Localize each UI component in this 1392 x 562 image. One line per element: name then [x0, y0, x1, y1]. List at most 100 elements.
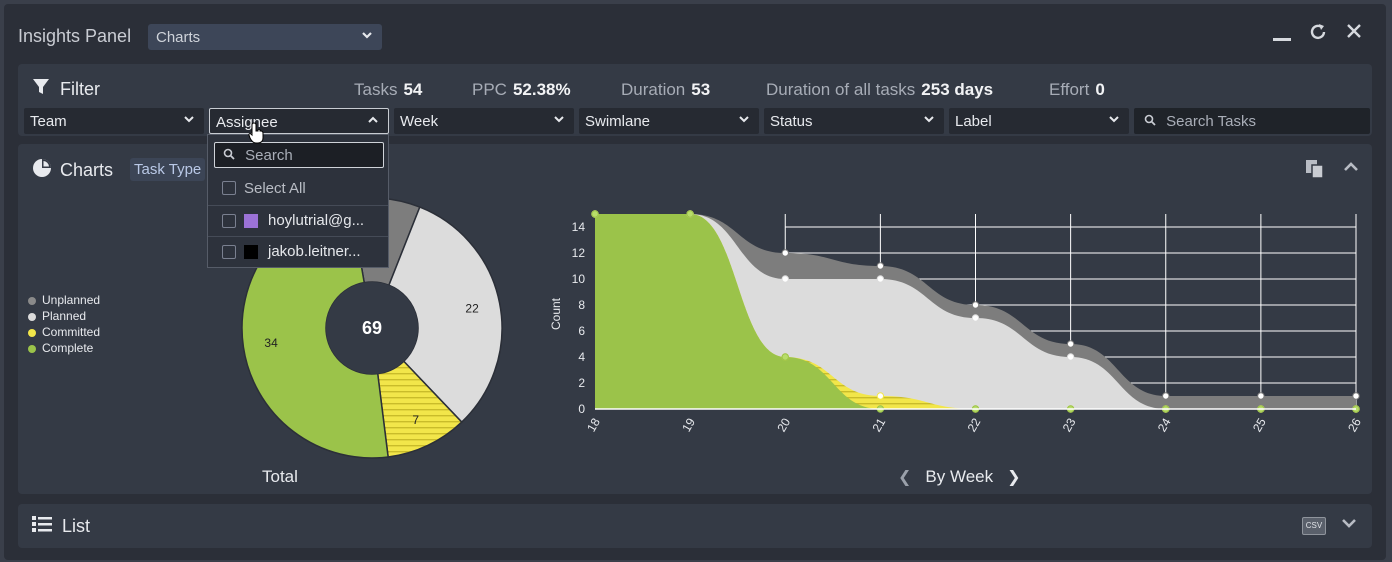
legend-item: Complete	[28, 340, 100, 356]
assignee-menu: Search Select All hoylutrial@g... jakob.…	[207, 134, 389, 268]
charts-label: Charts	[60, 160, 114, 180]
stat-duration-all: Duration of all tasks 253 days	[766, 80, 994, 99]
chevron-down-icon	[182, 112, 196, 129]
filter-icon	[32, 78, 50, 101]
y-tick-label: 4	[578, 350, 585, 364]
search-tasks-input[interactable]: Search Tasks	[1134, 108, 1370, 134]
data-point[interactable]	[1066, 340, 1075, 348]
select-all-label: Select All	[244, 179, 306, 197]
chevron-left-icon[interactable]: ❮	[898, 469, 912, 486]
search-icon	[1144, 113, 1156, 130]
charts-panel: Charts Task Type Unplanned Planned Commi…	[18, 144, 1372, 494]
chevron-down-icon	[737, 112, 751, 129]
legend-item: Planned	[28, 308, 100, 324]
legend-swatch	[28, 328, 36, 337]
chart-legend: Unplanned Planned Committed Complete	[28, 292, 100, 356]
chevron-up-icon[interactable]	[1342, 158, 1360, 181]
close-icon[interactable]	[1342, 22, 1366, 46]
assignee-color-swatch	[244, 244, 258, 259]
pie-chart-icon	[32, 158, 52, 183]
data-point[interactable]	[876, 262, 885, 270]
view-select-value: Charts	[156, 29, 201, 46]
data-point[interactable]	[1162, 392, 1170, 400]
assignee-color-swatch	[244, 213, 258, 228]
assignee-option-label: jakob.leitner...	[268, 243, 361, 260]
y-tick-label: 14	[572, 220, 586, 234]
legend-item: Committed	[28, 324, 100, 340]
data-point[interactable]	[781, 249, 789, 257]
filter-title: Filter	[32, 78, 100, 101]
total-label: Total	[262, 467, 298, 486]
donut-slice-label: 7	[412, 413, 419, 427]
restore-icon[interactable]	[1306, 22, 1330, 46]
week-dropdown[interactable]: Week	[394, 108, 574, 134]
x-tick-label: 24	[1155, 415, 1174, 434]
data-point[interactable]	[781, 275, 789, 283]
filter-panel: Filter Tasks 54 PPC 52.38% Duration 53 Dura…	[18, 64, 1372, 136]
y-tick-label: 12	[572, 246, 586, 260]
chevron-down-icon	[552, 112, 566, 129]
assignee-option[interactable]: jakob.leitner...	[208, 236, 388, 266]
data-point[interactable]	[1257, 392, 1265, 400]
data-point[interactable]	[781, 353, 789, 361]
data-point[interactable]	[876, 275, 885, 283]
assignee-search-input[interactable]: Search	[214, 142, 384, 168]
list-panel: List CSV	[18, 504, 1372, 548]
assignee-dropdown[interactable]: Assignee	[209, 108, 389, 134]
donut-hole	[326, 282, 418, 374]
legend-swatch	[28, 296, 36, 305]
view-select[interactable]: Charts	[148, 24, 382, 50]
copy-icon[interactable]	[1304, 158, 1326, 185]
search-tasks-placeholder: Search Tasks	[1166, 113, 1256, 130]
charts-title: Charts	[32, 158, 113, 183]
stat-ppc: PPC 52.38%	[472, 80, 571, 99]
x-tick-label: 26	[1345, 415, 1364, 434]
swimlane-dropdown[interactable]: Swimlane	[579, 108, 759, 134]
week-nav-label: By Week	[925, 467, 994, 486]
chevron-down-icon	[1107, 112, 1121, 129]
x-tick-label: 21	[870, 415, 889, 434]
data-point[interactable]	[971, 301, 980, 309]
select-all-option[interactable]: Select All	[208, 173, 388, 203]
y-tick-label: 8	[578, 298, 585, 312]
assignee-option[interactable]: hoylutrial@g...	[208, 205, 388, 235]
list-label: List	[62, 516, 91, 536]
team-dropdown[interactable]: Team	[24, 108, 204, 134]
minimize-icon[interactable]	[1270, 22, 1294, 46]
chevron-down-icon	[922, 112, 936, 129]
status-dropdown[interactable]: Status	[764, 108, 944, 134]
y-axis-label: Count	[549, 297, 563, 330]
app-title: Insights Panel	[18, 26, 132, 46]
data-point[interactable]	[1352, 392, 1360, 400]
chevron-down-icon	[360, 28, 374, 46]
title-bar: Insights Panel Charts	[4, 4, 1386, 64]
mouse-cursor-icon	[248, 122, 266, 149]
checkbox[interactable]	[222, 181, 236, 195]
x-tick-label: 18	[584, 415, 603, 434]
data-point[interactable]	[876, 392, 885, 400]
y-tick-label: 10	[572, 272, 586, 286]
x-tick-label: 22	[965, 415, 984, 434]
chevron-up-icon	[366, 113, 380, 130]
task-type-button[interactable]: Task Type	[130, 158, 206, 181]
assignee-search-placeholder: Search	[245, 147, 293, 164]
y-tick-label: 2	[578, 376, 585, 390]
legend-swatch	[28, 312, 36, 321]
chevron-right-icon[interactable]: ❯	[1007, 469, 1021, 486]
stat-duration: Duration 53	[621, 80, 711, 99]
checkbox[interactable]	[222, 213, 236, 228]
csv-export-icon[interactable]: CSV	[1302, 517, 1326, 535]
legend-item: Unplanned	[28, 292, 100, 308]
assignee-option-label: hoylutrial@g...	[268, 212, 365, 229]
stat-effort: Effort 0	[1049, 80, 1105, 99]
chevron-down-icon[interactable]	[1340, 514, 1358, 537]
label-dropdown[interactable]: Label	[949, 108, 1129, 134]
data-point[interactable]	[1066, 353, 1075, 361]
data-point[interactable]	[971, 314, 980, 322]
checkbox[interactable]	[222, 244, 236, 259]
x-tick-label: 19	[679, 415, 698, 434]
filter-label: Filter	[60, 79, 100, 99]
data-point[interactable]	[686, 210, 694, 218]
data-point[interactable]	[591, 210, 599, 218]
